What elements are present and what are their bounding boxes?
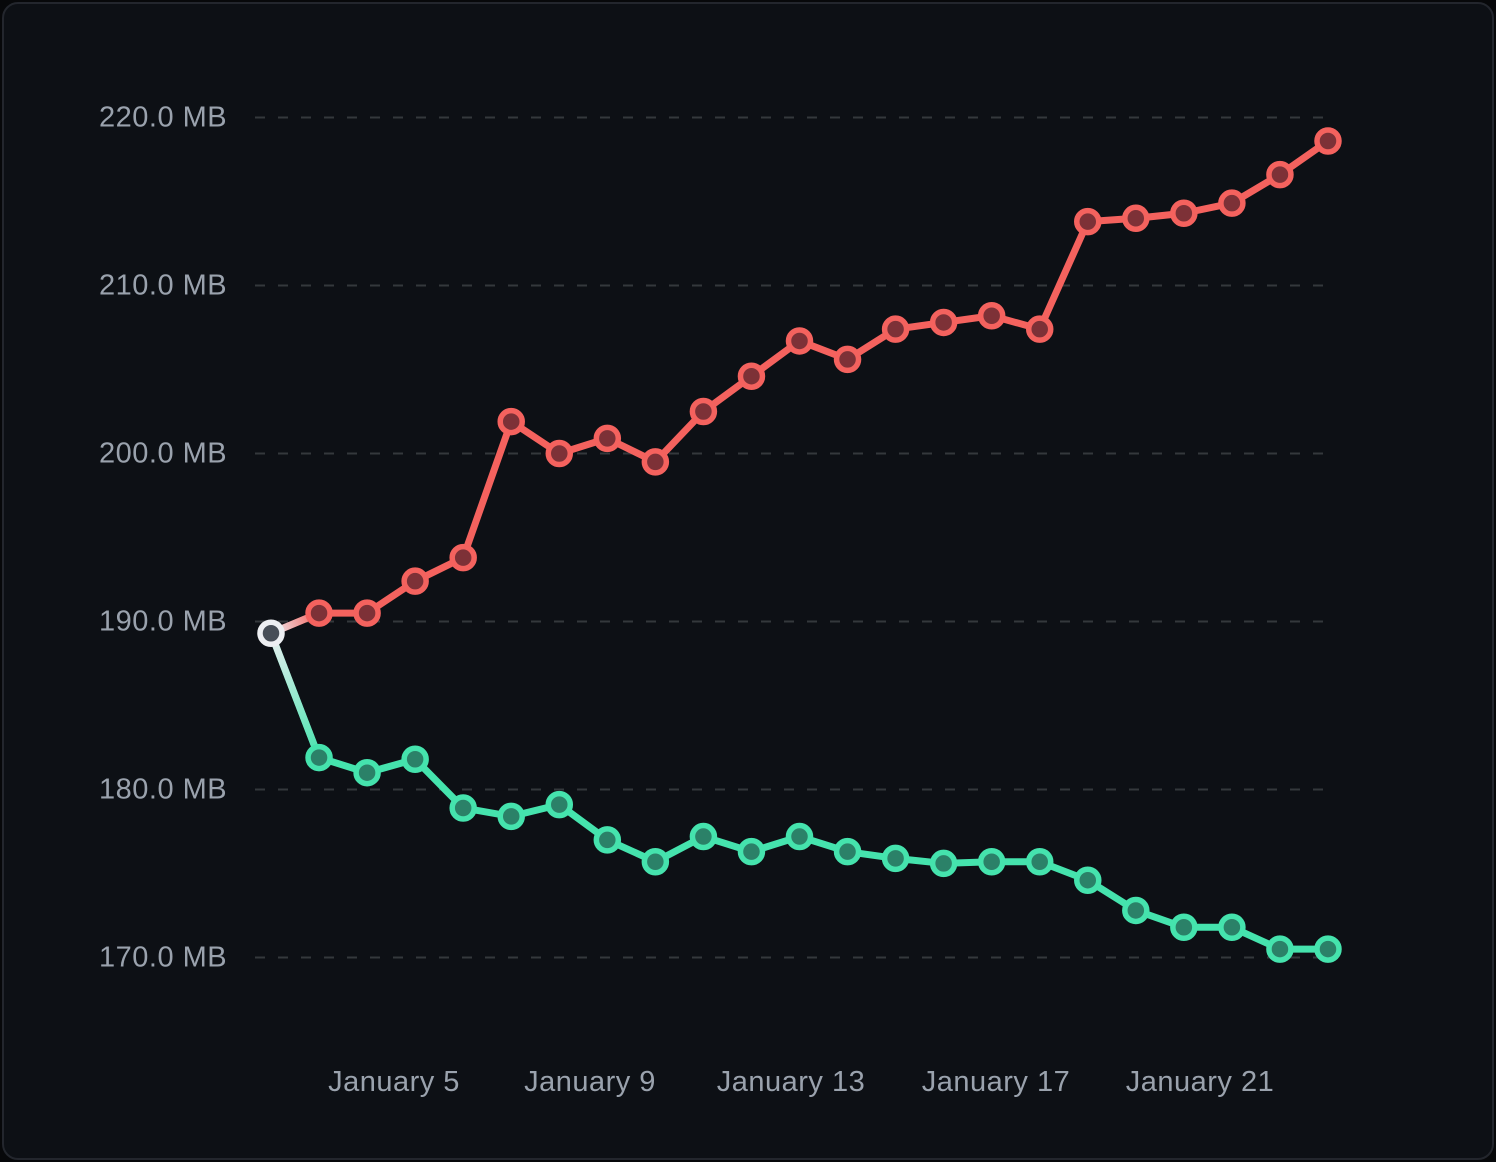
data-point[interactable] (641, 448, 670, 476)
data-point[interactable] (1170, 913, 1198, 942)
data-point[interactable] (305, 743, 333, 772)
data-point[interactable] (449, 543, 477, 572)
series-green-decreasing-line (267, 629, 1332, 953)
data-point[interactable] (1074, 866, 1102, 894)
data-point[interactable] (401, 567, 429, 595)
data-point[interactable] (305, 599, 333, 627)
series-start-point[interactable] (257, 619, 285, 648)
data-point[interactable] (1218, 913, 1246, 942)
x-axis-label: January 9 (524, 1066, 656, 1098)
data-point[interactable] (833, 345, 862, 374)
data-point[interactable] (833, 837, 862, 866)
data-point[interactable] (977, 847, 1006, 876)
data-point[interactable] (449, 794, 477, 822)
data-point[interactable] (641, 847, 670, 876)
data-point[interactable] (401, 745, 429, 774)
data-point[interactable] (1074, 207, 1102, 236)
data-point[interactable] (593, 424, 622, 453)
y-axis-label: 190.0 MB (99, 606, 227, 638)
data-point[interactable] (353, 758, 381, 787)
data-point[interactable] (497, 802, 525, 831)
data-point[interactable] (785, 327, 814, 355)
data-point[interactable] (1314, 127, 1342, 155)
data-point[interactable] (1122, 204, 1150, 233)
x-axis-label: January 5 (328, 1066, 460, 1098)
gridlines: 220.0 MB 210.0 MB 200.0 MB 190.0 MB 180.0 MB… (99, 102, 1332, 974)
data-point[interactable] (1218, 189, 1246, 217)
x-axis-label: January 17 (922, 1066, 1071, 1098)
data-point[interactable] (1025, 847, 1054, 876)
series-green-decreasing-start-segment (267, 629, 323, 762)
data-point[interactable] (929, 308, 958, 337)
data-point[interactable] (1170, 199, 1198, 228)
x-axis-label: January 21 (1126, 1066, 1275, 1098)
data-point[interactable] (737, 362, 766, 390)
data-point[interactable] (1266, 160, 1294, 189)
y-axis-label: 170.0 MB (99, 942, 227, 974)
data-point[interactable] (929, 849, 958, 878)
data-point[interactable] (545, 439, 574, 468)
data-point[interactable] (593, 826, 622, 854)
y-axis-label: 200.0 MB (99, 438, 227, 470)
data-point[interactable] (1314, 935, 1342, 963)
data-point[interactable] (689, 822, 718, 851)
series-green-decreasing (267, 629, 1342, 963)
data-point[interactable] (977, 301, 1006, 330)
data-point[interactable] (1025, 315, 1054, 343)
y-axis-label: 180.0 MB (99, 774, 227, 806)
data-point[interactable] (545, 790, 574, 819)
x-axis: January 5 January 9 January 13 January 17 Ja… (328, 1066, 1274, 1098)
y-axis-label: 210.0 MB (99, 270, 227, 302)
data-point[interactable] (881, 315, 910, 343)
data-point[interactable] (1122, 896, 1150, 925)
y-axis-label: 220.0 MB (99, 102, 227, 134)
data-point[interactable] (689, 397, 718, 426)
memory-usage-line-chart: 220.0 MB 210.0 MB 200.0 MB 190.0 MB 180.0 MB… (99, 102, 1342, 1098)
series-red-increasing-line (267, 137, 1332, 637)
data-point[interactable] (737, 837, 766, 866)
data-point[interactable] (1266, 935, 1294, 963)
data-point[interactable] (785, 822, 814, 851)
data-point[interactable] (881, 844, 910, 873)
data-point[interactable] (497, 407, 525, 436)
series-red-increasing (267, 127, 1342, 637)
data-point[interactable] (353, 599, 381, 627)
x-axis-label: January 13 (717, 1066, 866, 1098)
